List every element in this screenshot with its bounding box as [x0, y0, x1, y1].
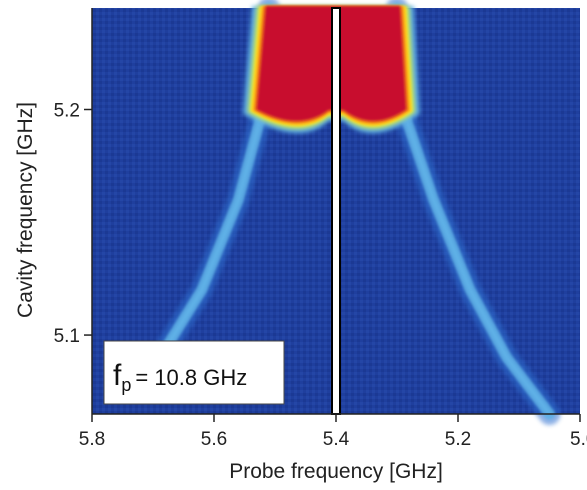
x-tick-label: 5.6	[201, 429, 227, 450]
y-tick-label: 5.1	[54, 326, 80, 347]
x-tick-label: 5.4	[323, 429, 350, 450]
x-tick-label: 5.0	[570, 429, 587, 450]
annotation-symbol: f	[113, 359, 122, 392]
x-tick-label: 5.2	[445, 429, 471, 450]
y-tick-label: 5.2	[54, 101, 80, 122]
annotation-box	[103, 340, 285, 405]
x-axis-label: Probe frequency [GHz]	[229, 460, 443, 483]
annotation-subscript: p	[121, 375, 131, 395]
y-axis-label: Cavity frequency [GHz]	[14, 102, 37, 318]
x-tick-label: 5.8	[79, 429, 105, 450]
axes: 5.8 5.6 5.4 5.2 5.0 5.2 5.1	[54, 8, 587, 450]
annotation-value: = 10.8 GHz	[135, 365, 247, 390]
blanked-column	[331, 7, 341, 415]
plot-area	[92, 0, 580, 425]
svg-text:fp= 10.8 GHz: fp = 10.8 GHz	[113, 359, 247, 395]
pump-frequency-annotation: fp = 10.8 GHz	[103, 340, 285, 405]
